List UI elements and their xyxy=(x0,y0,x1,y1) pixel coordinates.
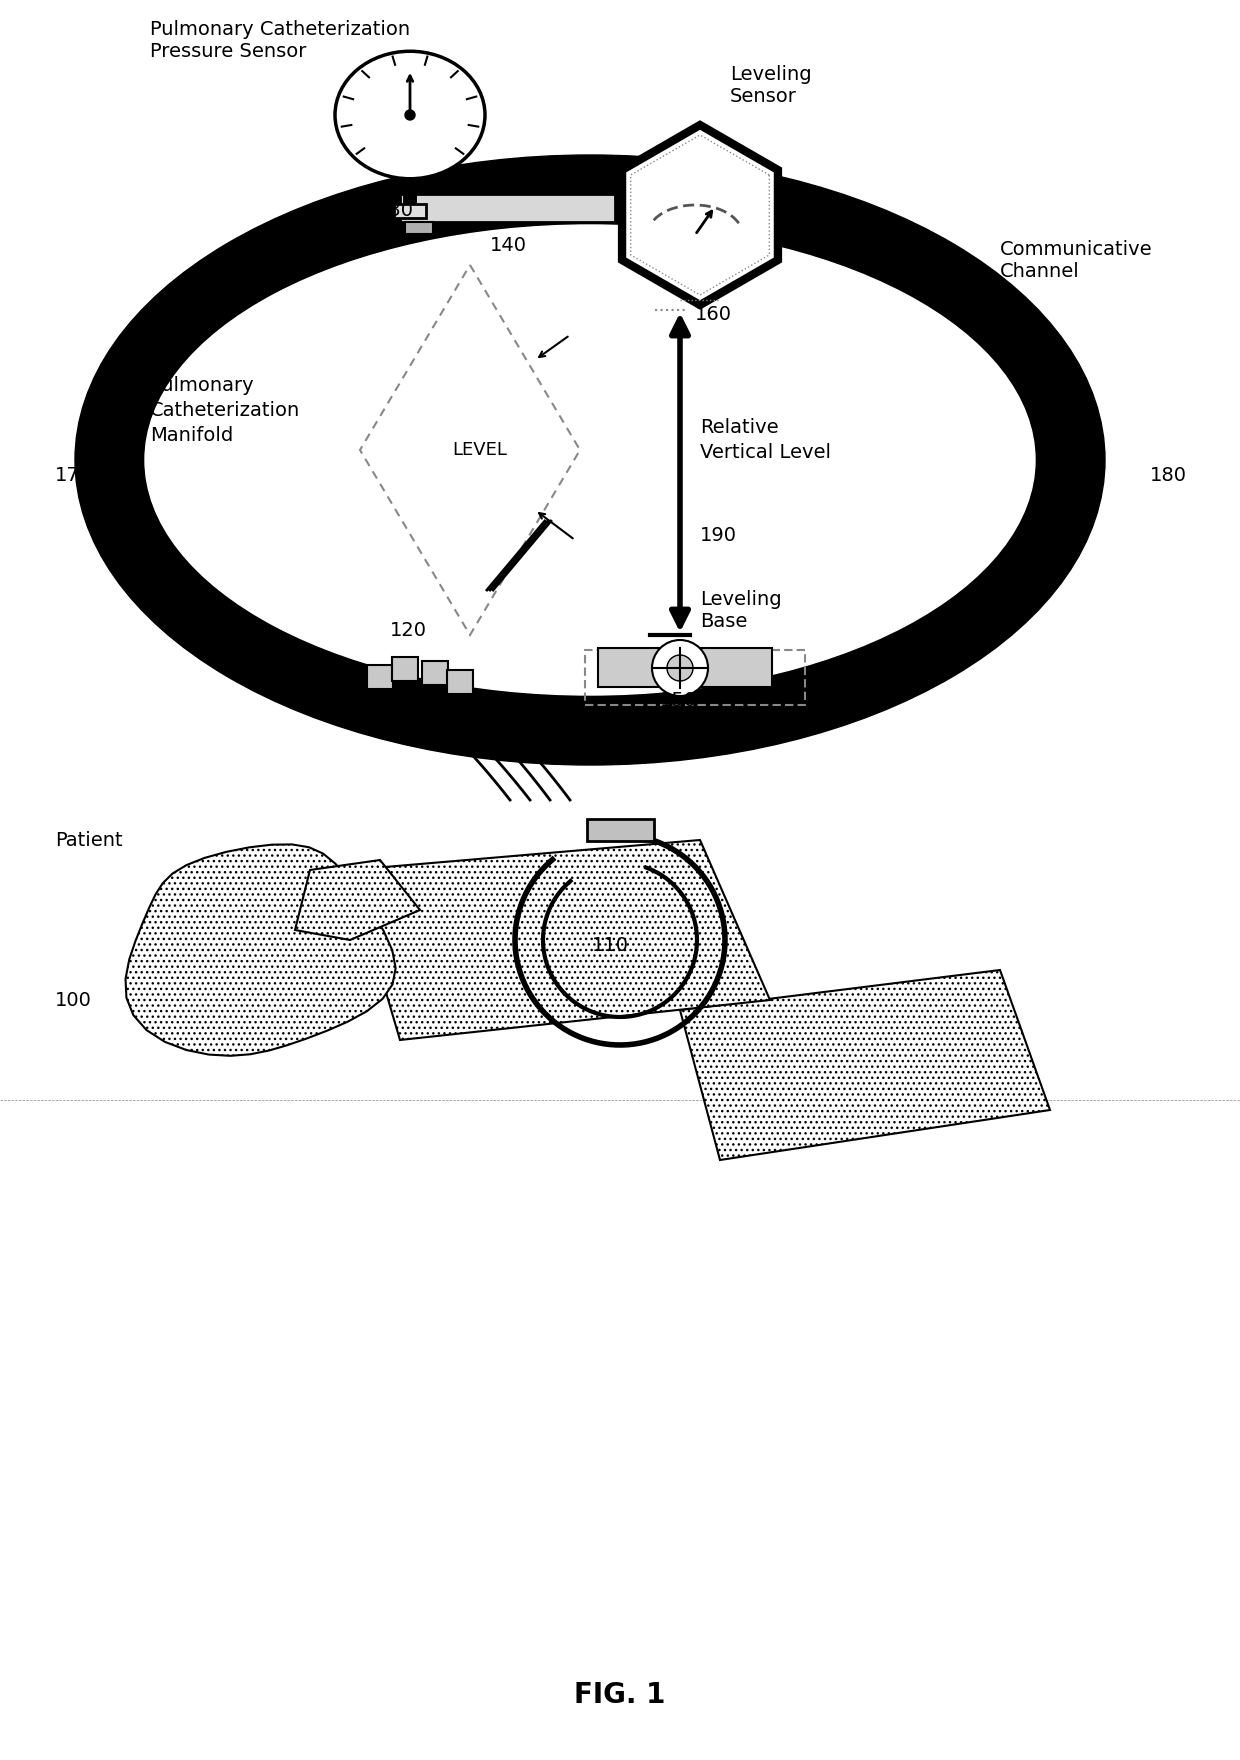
Text: Pulmonary
Catheterization
Manifold: Pulmonary Catheterization Manifold xyxy=(150,375,300,445)
Text: Pulmonary Catheterization
Pressure Sensor: Pulmonary Catheterization Pressure Senso… xyxy=(150,19,410,62)
Text: 160: 160 xyxy=(694,304,732,324)
Text: 120: 120 xyxy=(391,621,427,639)
Polygon shape xyxy=(680,970,1050,1160)
FancyBboxPatch shape xyxy=(587,818,653,841)
Text: 190: 190 xyxy=(701,526,737,544)
Text: Leveling
Base: Leveling Base xyxy=(701,590,781,630)
Text: 180: 180 xyxy=(1149,465,1187,484)
Ellipse shape xyxy=(335,51,485,180)
Text: 100: 100 xyxy=(55,991,92,1010)
Polygon shape xyxy=(350,840,770,1040)
Text: Communicative
Channel: Communicative Channel xyxy=(999,239,1153,280)
Text: 140: 140 xyxy=(490,236,527,255)
FancyBboxPatch shape xyxy=(598,648,773,686)
FancyBboxPatch shape xyxy=(367,665,393,688)
FancyBboxPatch shape xyxy=(394,204,427,218)
Text: Patient: Patient xyxy=(55,831,123,850)
Polygon shape xyxy=(631,136,769,296)
Text: 110: 110 xyxy=(591,936,629,954)
FancyBboxPatch shape xyxy=(180,70,999,150)
FancyBboxPatch shape xyxy=(422,662,448,685)
FancyBboxPatch shape xyxy=(401,194,615,222)
Polygon shape xyxy=(125,845,396,1056)
Ellipse shape xyxy=(74,155,1105,766)
Text: LEVEL: LEVEL xyxy=(453,442,507,459)
FancyBboxPatch shape xyxy=(446,671,472,693)
FancyBboxPatch shape xyxy=(405,222,433,234)
Polygon shape xyxy=(622,125,777,304)
Text: Leveling
Sensor: Leveling Sensor xyxy=(730,65,812,106)
Text: 130: 130 xyxy=(377,201,414,220)
Text: FIG. 1: FIG. 1 xyxy=(574,1681,666,1709)
Circle shape xyxy=(652,641,708,695)
Bar xyxy=(585,649,805,706)
Text: 150: 150 xyxy=(660,690,697,709)
Text: 170: 170 xyxy=(55,465,92,484)
Polygon shape xyxy=(295,861,420,940)
Ellipse shape xyxy=(145,225,1035,695)
Circle shape xyxy=(405,109,415,120)
Circle shape xyxy=(667,655,693,681)
Text: Relative
Vertical Level: Relative Vertical Level xyxy=(701,419,831,463)
FancyBboxPatch shape xyxy=(392,656,418,681)
